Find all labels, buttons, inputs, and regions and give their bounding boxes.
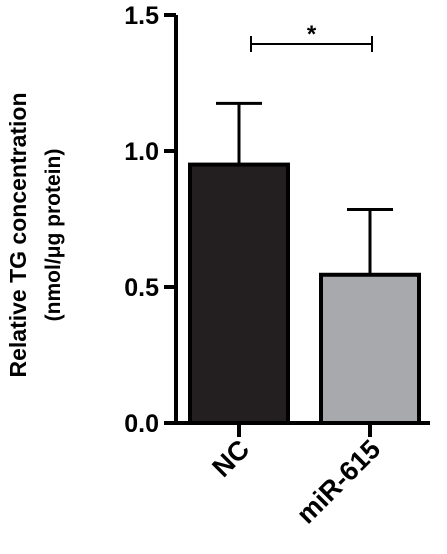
x-tick-label: NC <box>206 434 255 483</box>
significance-marker: * <box>307 21 317 48</box>
y-tick-label: 1.0 <box>124 138 159 166</box>
bar <box>319 272 421 426</box>
x-tick-label: miR-615 <box>291 434 386 529</box>
y-axis-unit-label: (nmol/μg protein) <box>42 149 65 322</box>
y-tick-label: 0.0 <box>124 410 159 438</box>
plot-area: 0.0 0.5 1.0 1.5 NC miR-615 * <box>124 2 430 530</box>
y-tick-label: 1.5 <box>124 2 159 30</box>
bar <box>188 162 290 425</box>
y-tick-label: 0.5 <box>124 274 159 302</box>
y-axis-label: Relative TG concentration <box>5 92 31 377</box>
